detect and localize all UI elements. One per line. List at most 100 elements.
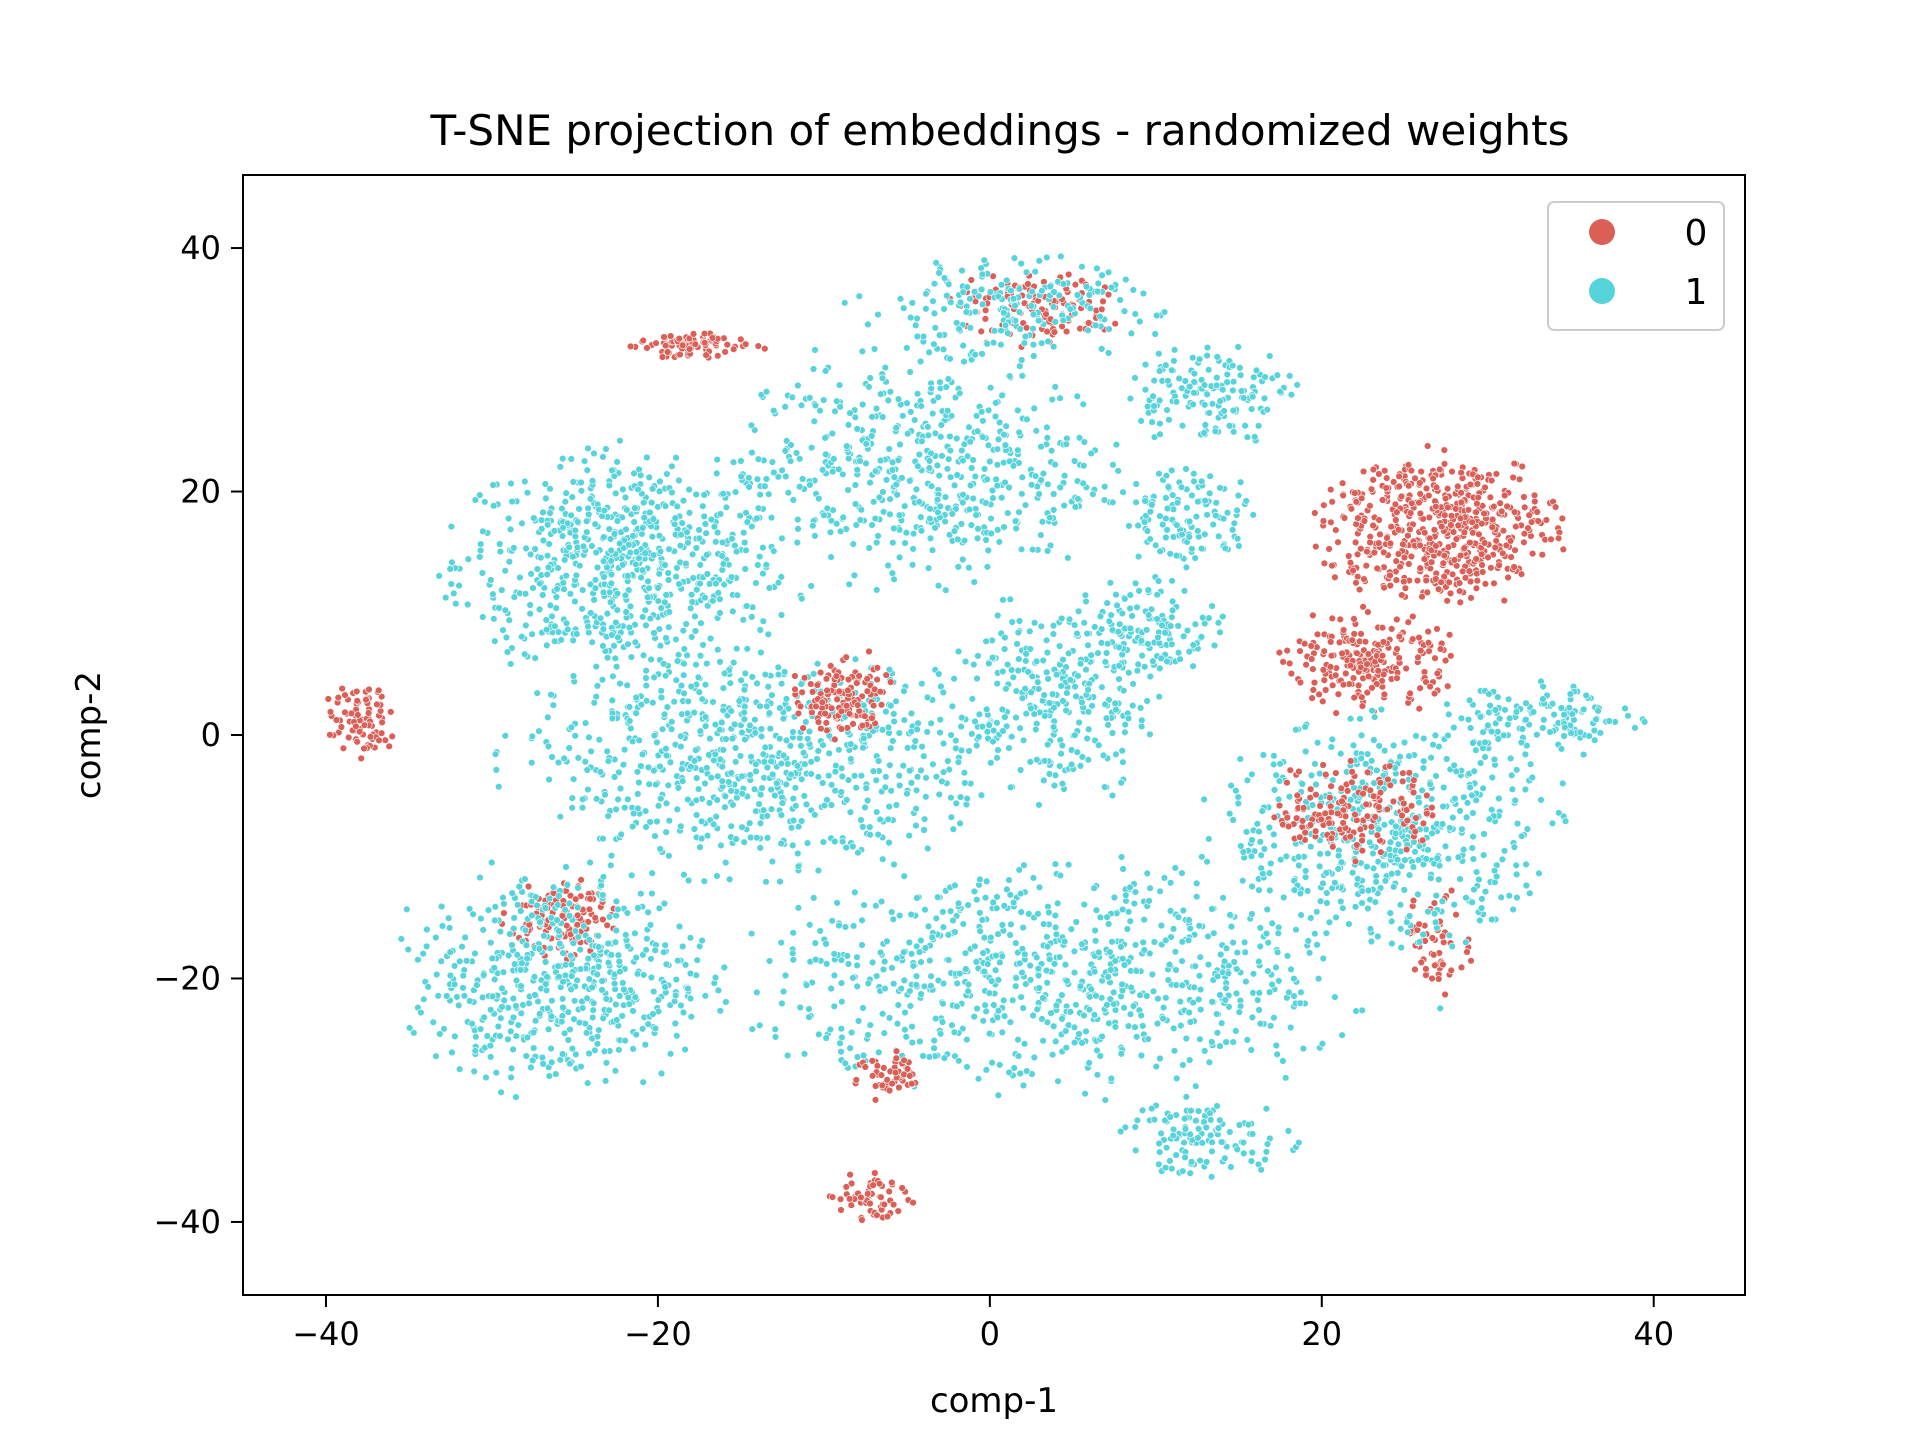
data-point-1 [1367,937,1376,946]
data-point-1 [876,456,885,465]
data-point-1 [868,958,877,967]
data-point-1 [1039,994,1047,1002]
data-point-1 [882,707,890,716]
data-point-1 [509,1013,518,1022]
data-point-1 [719,746,727,754]
data-point-1 [712,812,720,821]
data-point-1 [994,1007,1003,1015]
data-point-0 [1417,958,1426,967]
data-point-1 [1022,1067,1031,1075]
data-point-1 [607,546,615,555]
data-point-1 [944,280,953,288]
data-point-1 [762,561,770,569]
data-point-1 [970,578,978,586]
data-point-1 [789,496,797,504]
data-point-1 [590,699,598,707]
data-point-1 [1126,917,1135,925]
data-point-1 [679,671,688,679]
data-point-1 [642,621,650,630]
data-point-1 [900,502,909,510]
data-point-1 [988,636,996,645]
data-point-1 [922,290,930,298]
data-point-1 [504,951,513,960]
data-point-1 [1070,947,1079,956]
data-point-1 [1029,310,1038,319]
data-point-1 [1236,364,1244,372]
data-point-1 [429,1018,437,1026]
data-point-0 [1395,632,1404,641]
data-point-1 [903,744,912,752]
data-point-0 [1416,684,1424,692]
data-point-1 [767,805,776,813]
data-point-1 [1079,479,1087,487]
data-point-1 [907,779,916,787]
data-point-1 [643,934,651,943]
data-point-1 [557,636,565,644]
data-point-1 [633,970,642,978]
data-point-1 [1074,495,1082,503]
data-point-1 [924,431,933,439]
data-point-1 [1165,416,1173,424]
data-point-1 [982,705,991,714]
data-point-1 [974,525,982,533]
data-point-1 [931,524,939,532]
data-point-1 [1066,305,1075,313]
data-point-1 [490,964,498,972]
data-point-1 [625,541,633,549]
data-point-1 [588,1013,597,1022]
data-point-1 [1051,318,1060,326]
data-point-1 [902,1033,910,1041]
data-point-0 [1443,682,1452,690]
data-point-1 [1156,1054,1164,1063]
data-point-1 [631,638,640,646]
data-point-1 [973,1004,981,1013]
data-point-1 [580,457,589,465]
data-point-1 [893,954,901,962]
data-point-0 [1431,961,1439,970]
data-point-1 [628,737,637,746]
data-point-1 [432,1052,440,1060]
data-point-1 [1414,890,1422,899]
data-point-1 [675,476,683,485]
data-point-1 [1232,989,1241,998]
data-point-1 [657,687,665,695]
data-point-1 [738,772,746,780]
data-point-1 [1261,373,1269,381]
data-point-1 [954,758,963,766]
data-point-1 [1167,466,1176,475]
data-point-1 [1117,1050,1126,1058]
data-point-1 [1067,925,1076,933]
data-point-1 [1174,913,1183,921]
data-point-0 [1409,612,1417,621]
data-point-1 [479,926,487,934]
data-point-0 [500,909,508,917]
data-point-1 [828,468,837,476]
data-point-1 [448,558,456,566]
data-point-1 [674,956,682,965]
data-point-1 [1287,391,1296,399]
data-point-1 [805,1013,813,1021]
data-point-1 [983,340,991,348]
data-point-1 [735,697,743,705]
data-point-1 [1216,991,1224,999]
data-point-1 [1256,1019,1265,1028]
data-point-1 [1140,915,1148,924]
data-point-1 [788,393,796,401]
data-point-1 [495,782,503,791]
data-point-1 [738,823,746,831]
data-point-1 [802,981,811,989]
data-point-1 [1131,310,1140,318]
data-point-0 [1430,689,1439,698]
data-point-1 [1126,624,1135,633]
data-point-1 [922,305,930,313]
data-point-0 [689,330,698,338]
data-point-0 [1348,636,1356,644]
data-point-1 [924,423,932,431]
data-point-0 [1320,647,1328,655]
data-point-1 [944,956,953,964]
data-point-1 [1185,647,1194,656]
data-point-1 [1155,367,1164,375]
data-point-1 [1263,905,1272,914]
data-point-1 [540,584,548,592]
data-point-1 [1169,1024,1178,1033]
